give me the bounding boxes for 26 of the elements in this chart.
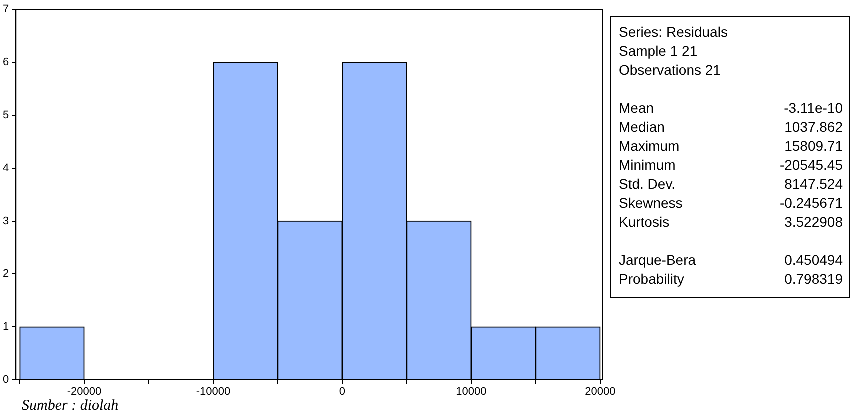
x-tick-label: -10000 [196, 386, 231, 399]
text: Kurtosis 3.522908 [619, 214, 843, 230]
y-tick-label: 2 [2, 268, 10, 280]
y-tick-label: 4 [2, 162, 10, 174]
x-tick-label: 10000 [456, 386, 487, 399]
text: Std. Dev. 8147.524 [619, 176, 843, 192]
text: Sumber : diolah [22, 398, 120, 415]
text: Jarque-Bera 0.450494 [619, 252, 843, 268]
y-tick-label: 3 [2, 215, 10, 228]
x-tick-label: 0 [339, 386, 346, 399]
y-tick-label: 0 [2, 374, 10, 386]
text: Mean -3.11e-10 [619, 100, 843, 116]
text: Probability 0.798319 [619, 271, 843, 287]
y-tick-label: 5 [2, 109, 10, 122]
text: Median 1037.862 [619, 119, 843, 135]
text: Skewness -0.245671 [619, 195, 843, 211]
text: Series: Residuals [619, 23, 729, 42]
text: Maximum 15809.71 [619, 138, 843, 154]
y-tick-label: 1 [2, 321, 10, 334]
y-tick-label: 7 [2, 4, 10, 16]
text: Sample 1 21 [619, 42, 699, 61]
x-tick-label: 20000 [585, 386, 616, 399]
text: Observations 21 [619, 61, 722, 80]
y-tick-label: 6 [2, 56, 10, 69]
text: Minimum -20545.45 [619, 157, 843, 173]
x-tick-label: -20000 [67, 386, 102, 399]
